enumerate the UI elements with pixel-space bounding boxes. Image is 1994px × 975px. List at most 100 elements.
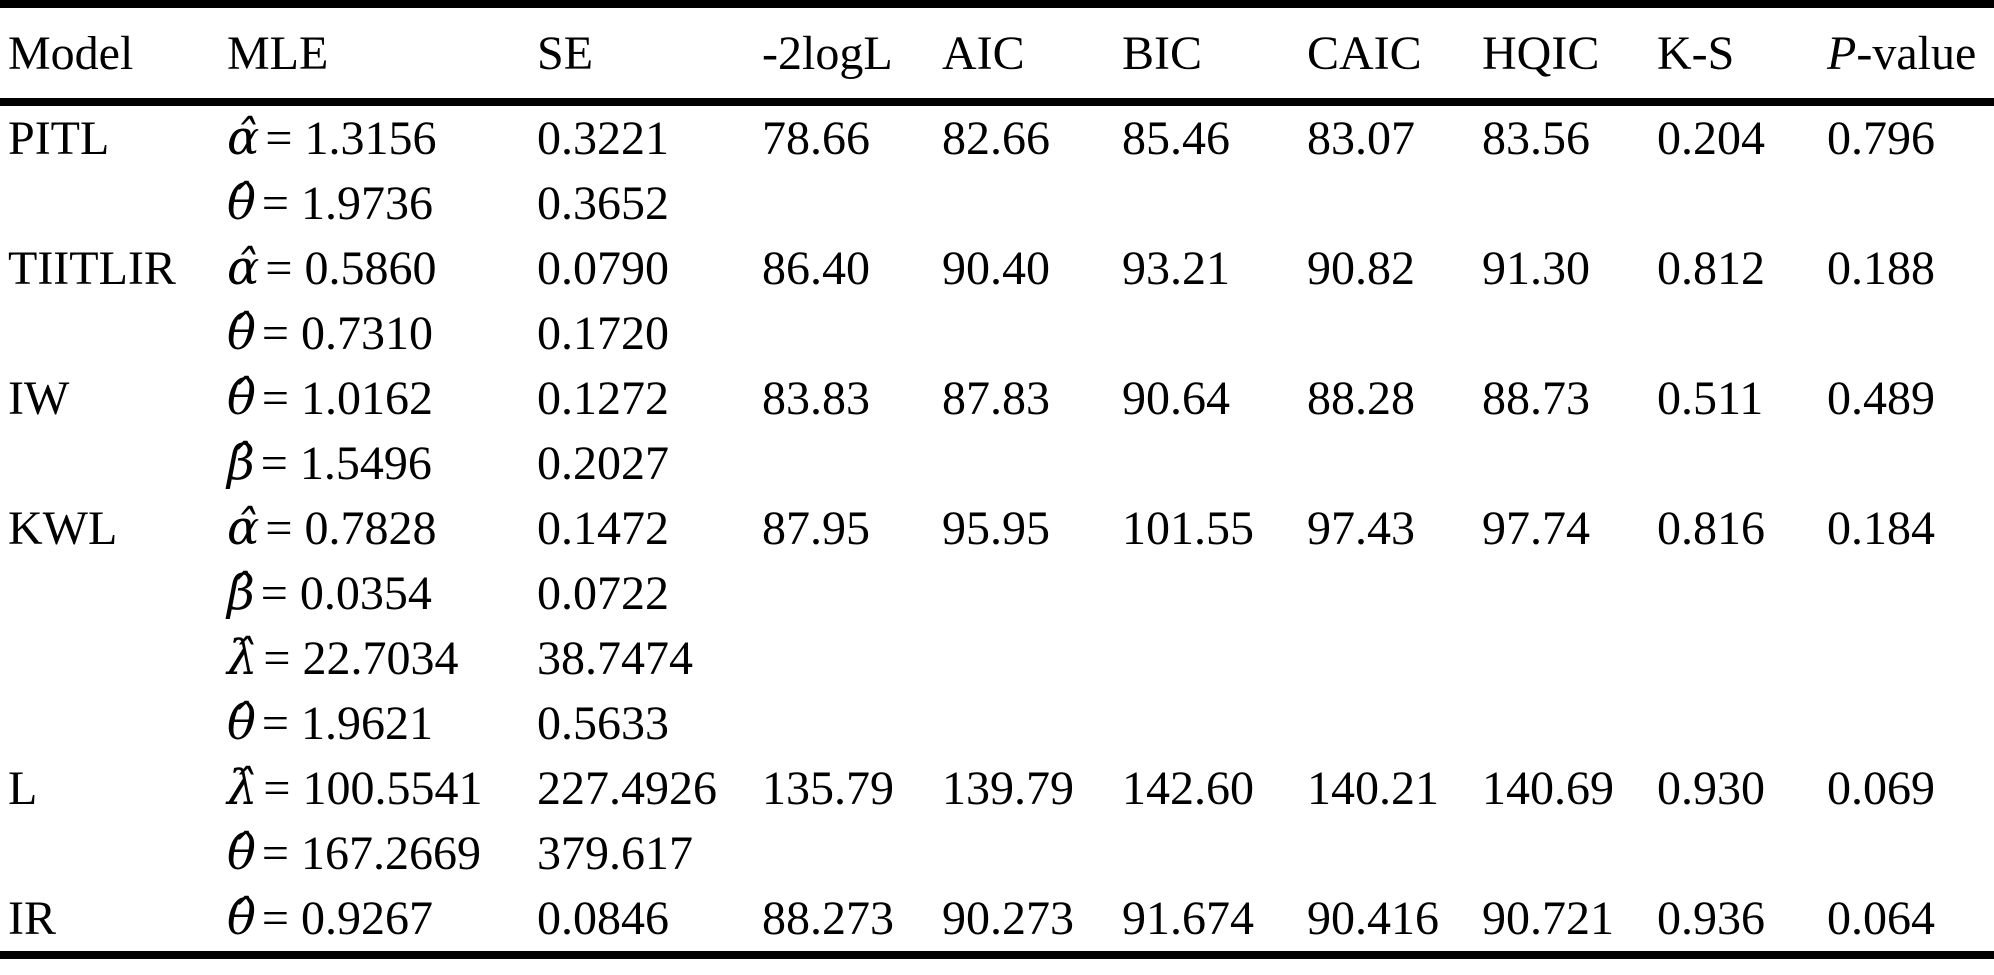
model-name-cell xyxy=(0,561,227,626)
param-symbol: θ̂ xyxy=(227,890,256,946)
col-header-bic: BIC xyxy=(1122,4,1307,106)
stat-cell-hqic: 83.56 xyxy=(1482,112,1590,165)
model-name-cell xyxy=(0,431,227,496)
table-row: IR θ̂ = 0.9267 0.0846 88.273 90.273 91.67… xyxy=(0,886,1994,955)
stat-cell-caic: 88.28 xyxy=(1307,372,1415,425)
stat-cell-caic: 90.416 xyxy=(1307,892,1439,945)
se-cell: 227.4926 xyxy=(537,762,717,815)
stat-cell-bic: 85.46 xyxy=(1122,112,1230,165)
table-row: β̂ = 0.0354 0.0722 xyxy=(0,561,1994,626)
mle-cell: θ̂ = 167.2669 xyxy=(227,821,537,886)
se-cell: 0.1272 xyxy=(537,372,669,425)
param-symbol: β̂ xyxy=(227,435,255,491)
param-value: = 100.5541 xyxy=(263,762,483,815)
model-name-cell xyxy=(0,301,227,366)
se-cell: 0.5633 xyxy=(537,697,669,750)
mle-cell: θ̂ = 1.9621 xyxy=(227,691,537,756)
param-symbol: λ̂ xyxy=(227,630,258,686)
se-cell: 0.1720 xyxy=(537,307,669,360)
se-cell: 0.1472 xyxy=(537,502,669,555)
model-name-cell xyxy=(0,821,227,886)
stat-cell-aic: 90.273 xyxy=(942,892,1074,945)
param-value: = 1.5496 xyxy=(260,437,432,490)
stat-cell-ks: 0.816 xyxy=(1657,502,1765,555)
model-name-cell: TIITLIR xyxy=(8,242,176,295)
stat-cell-2logl: 86.40 xyxy=(762,242,870,295)
se-cell: 0.2027 xyxy=(537,437,669,490)
table-row: θ̂ = 1.9621 0.5633 xyxy=(0,691,1994,756)
table-row: θ̂ = 0.7310 0.1720 xyxy=(0,301,1994,366)
mle-cell: β̂ = 1.5496 xyxy=(227,431,537,496)
stat-cell-pvalue: 0.064 xyxy=(1827,892,1935,945)
stat-cell-caic: 97.43 xyxy=(1307,502,1415,555)
se-cell: 379.617 xyxy=(537,827,693,880)
se-cell: 0.3652 xyxy=(537,177,669,230)
table-row: L λ̂ = 100.5541 227.4926 135.79 139.79 14… xyxy=(0,756,1994,821)
stat-cell-ks: 0.204 xyxy=(1657,112,1765,165)
stat-cell-hqic: 97.74 xyxy=(1482,502,1590,555)
param-value: = 0.0354 xyxy=(260,567,432,620)
table-row: θ̂ = 1.9736 0.3652 xyxy=(0,171,1994,236)
stat-cell-pvalue: 0.489 xyxy=(1827,372,1935,425)
mle-cell: α̂ = 1.3156 xyxy=(227,102,537,171)
col-header-hqic: HQIC xyxy=(1482,4,1657,106)
stat-cell-2logl: 78.66 xyxy=(762,112,870,165)
stat-cell-aic: 139.79 xyxy=(942,762,1074,815)
se-cell: 0.0846 xyxy=(537,892,669,945)
model-name-cell xyxy=(0,626,227,691)
model-name-cell: PITL xyxy=(8,112,110,165)
col-header-aic: AIC xyxy=(942,4,1122,106)
table-row: θ̂ = 167.2669 379.617 xyxy=(0,821,1994,886)
table-row: IW θ̂ = 1.0162 0.1272 83.83 87.83 90.64 8… xyxy=(0,366,1994,431)
table-row: KWL α̂ = 0.7828 0.1472 87.95 95.95 101.55… xyxy=(0,496,1994,561)
stat-cell-ks: 0.812 xyxy=(1657,242,1765,295)
col-header-2logl: -2logL xyxy=(762,4,942,106)
stat-cell-aic: 95.95 xyxy=(942,502,1050,555)
table-row: β̂ = 1.5496 0.2027 xyxy=(0,431,1994,496)
param-value: = 0.7828 xyxy=(265,502,437,555)
model-name-cell xyxy=(0,691,227,756)
table-row: PITL α̂ = 1.3156 0.3221 78.66 82.66 85.46… xyxy=(0,102,1994,171)
table-row: TIITLIR α̂ = 0.5860 0.0790 86.40 90.40 93… xyxy=(0,236,1994,301)
se-cell: 38.7474 xyxy=(537,632,693,685)
stat-cell-caic: 90.82 xyxy=(1307,242,1415,295)
param-symbol: θ̂ xyxy=(227,305,256,361)
stat-cell-caic: 83.07 xyxy=(1307,112,1415,165)
stat-cell-hqic: 88.73 xyxy=(1482,372,1590,425)
pvalue-rest: -value xyxy=(1856,26,1977,80)
param-value: = 1.9736 xyxy=(261,177,433,230)
model-name-cell xyxy=(0,171,227,236)
param-value: = 167.2669 xyxy=(261,827,481,880)
stat-cell-ks: 0.930 xyxy=(1657,762,1765,815)
mle-cell: θ̂ = 1.0162 xyxy=(227,366,537,431)
stat-cell-pvalue: 0.184 xyxy=(1827,502,1935,555)
stat-cell-pvalue: 0.796 xyxy=(1827,112,1935,165)
col-header-pvalue: P-value xyxy=(1827,4,1994,106)
stat-cell-caic: 140.21 xyxy=(1307,762,1439,815)
param-symbol: α̂ xyxy=(227,110,260,166)
mle-cell: λ̂ = 100.5541 xyxy=(227,756,537,821)
param-value: = 1.9621 xyxy=(261,697,433,750)
stat-cell-bic: 93.21 xyxy=(1122,242,1230,295)
col-header-mle: MLE xyxy=(227,4,537,106)
model-name-cell: IW xyxy=(8,372,70,425)
col-header-model: Model xyxy=(0,4,227,106)
param-symbol: θ̂ xyxy=(227,695,256,751)
model-name-cell: KWL xyxy=(8,502,118,555)
stat-cell-ks: 0.936 xyxy=(1657,892,1765,945)
mle-cell: α̂ = 0.5860 xyxy=(227,236,537,301)
se-cell: 0.3221 xyxy=(537,112,669,165)
stat-cell-2logl: 88.273 xyxy=(762,892,894,945)
stat-cell-hqic: 91.30 xyxy=(1482,242,1590,295)
col-header-caic: CAIC xyxy=(1307,4,1482,106)
stat-cell-2logl: 135.79 xyxy=(762,762,894,815)
param-symbol: β̂ xyxy=(227,565,255,621)
mle-cell: θ̂ = 1.9736 xyxy=(227,171,537,236)
param-symbol: α̂ xyxy=(227,500,260,556)
table-row: λ̂ = 22.7034 38.7474 xyxy=(0,626,1994,691)
param-value: = 1.3156 xyxy=(265,112,437,165)
stat-cell-bic: 101.55 xyxy=(1122,502,1254,555)
pvalue-p: P xyxy=(1827,26,1857,80)
mle-cell: β̂ = 0.0354 xyxy=(227,561,537,626)
